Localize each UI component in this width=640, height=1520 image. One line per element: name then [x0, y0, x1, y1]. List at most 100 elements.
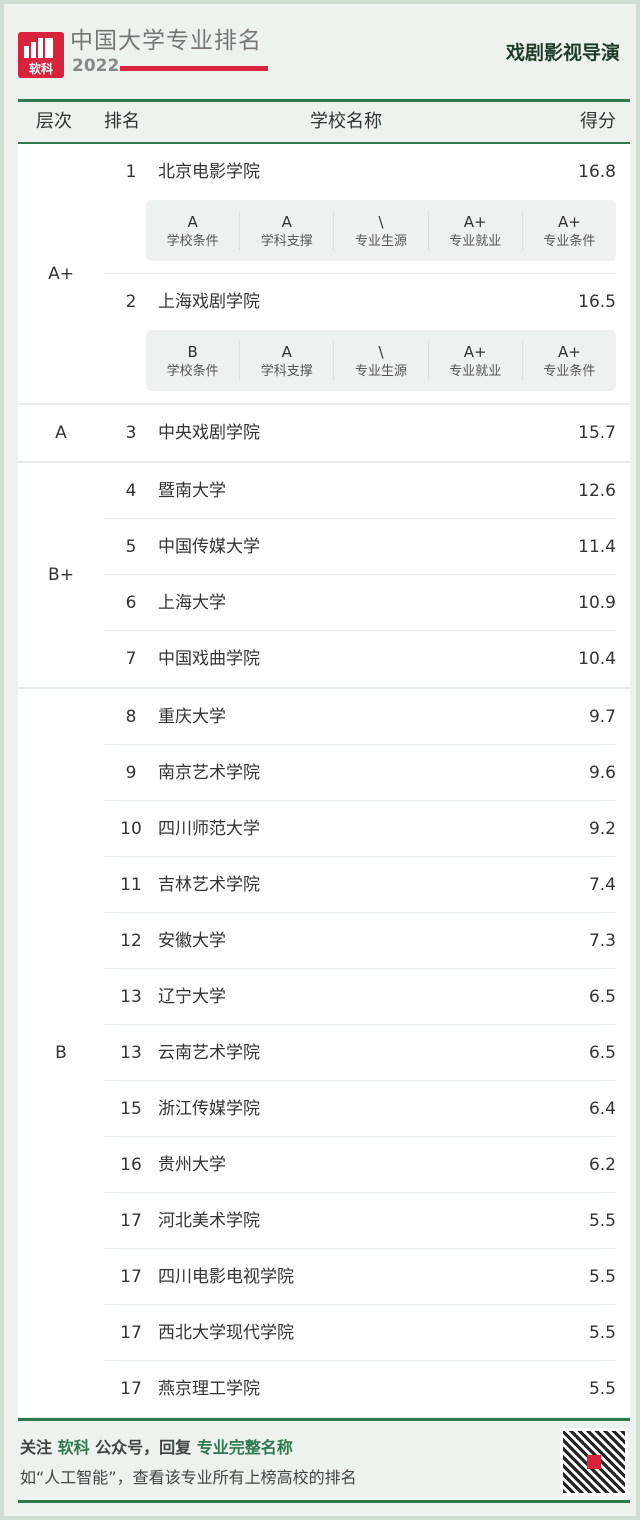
indicator: \ 专业生源: [333, 341, 427, 380]
score: 6.2: [588, 1154, 616, 1175]
school-name: 燕京理工学院: [158, 1379, 260, 1399]
logo-text: 软科: [28, 62, 53, 76]
divider: [18, 142, 630, 144]
indicator-grade: A: [187, 213, 198, 231]
table-row[interactable]: 7 中国戏曲学院 10.4: [104, 631, 616, 687]
table-row[interactable]: 13 辽宁大学 6.5: [104, 969, 616, 1025]
table-row[interactable]: 17 燕京理工学院 5.5: [104, 1361, 616, 1417]
indicator: A+ 专业就业: [427, 341, 522, 380]
red-underline: [120, 66, 268, 71]
school-name: 上海戏剧学院: [158, 292, 260, 312]
rank: 6: [125, 592, 137, 613]
school-name: 中国传媒大学: [158, 536, 260, 557]
table-row[interactable]: 17 河北美术学院 5.5: [104, 1193, 616, 1249]
indicator-grade: \: [378, 213, 384, 231]
col-score: 得分: [580, 111, 616, 132]
school-name: 中国戏曲学院: [158, 649, 260, 669]
score: 16.5: [578, 292, 616, 312]
shanghairanking-logo: 软科: [18, 32, 64, 78]
table-row[interactable]: 16 贵州大学 6.2: [104, 1137, 616, 1193]
divider: [18, 1418, 630, 1421]
indicator: A+ 专业条件: [521, 341, 616, 380]
score: 7.4: [588, 874, 616, 895]
table-row[interactable]: 8 重庆大学 9.7: [104, 689, 616, 745]
rank: 16: [120, 1154, 142, 1175]
indicator-grade: A+: [463, 343, 487, 361]
school-name: 中央戏剧学院: [158, 423, 260, 443]
table-row[interactable]: 2 上海戏剧学院 16.5: [104, 274, 616, 330]
indicator-grade: A+: [557, 213, 581, 231]
table-row[interactable]: 17 西北大学现代学院 5.5: [104, 1305, 616, 1361]
indicator-grade: \: [378, 343, 384, 361]
indicator-grade: B: [187, 343, 198, 361]
school-name: 西北大学现代学院: [158, 1322, 294, 1343]
school-name: 暨南大学: [158, 480, 226, 501]
indicator: \ 专业生源: [333, 211, 427, 250]
rank: 9: [125, 762, 137, 783]
indicator-label: 专业生源: [355, 364, 408, 379]
tier-group: B 8 重庆大学 9.7 9 南京艺术学院 9.6 10 四川师范大学 9.2 11 吉林艺术学院 7.…: [18, 689, 630, 1419]
divider: [18, 99, 630, 102]
school-name: 四川电影电视学院: [158, 1266, 294, 1287]
footer-text: 公众号，回复: [89, 1438, 197, 1457]
indicator: A 学科支撑: [239, 211, 333, 250]
indicator-label: 专业就业: [449, 364, 502, 379]
rank: 7: [125, 649, 137, 669]
tier-group: A+ 1 北京电影学院 16.8 A 学校条件 A 学科支撑 \ 专业生源 A+ 专业就业 A+ 专业条件…: [18, 144, 630, 405]
tier-group: A 3 中央戏剧学院 15.7: [18, 405, 630, 463]
table-row[interactable]: 17 四川电影电视学院 5.5: [104, 1249, 616, 1305]
table-row[interactable]: 9 南京艺术学院 9.6: [104, 745, 616, 801]
divider: [18, 1500, 630, 1503]
year: 2022: [72, 56, 120, 76]
indicator: A+ 专业条件: [521, 211, 616, 250]
table-row[interactable]: 4 暨南大学 12.6: [104, 463, 616, 519]
score: 7.3: [588, 930, 616, 951]
footer-line-1: 关注 软科 公众号，回复 专业完整名称: [20, 1438, 293, 1458]
school-name: 吉林艺术学院: [158, 874, 260, 895]
table-row[interactable]: 11 吉林艺术学院 7.4: [104, 857, 616, 913]
rank: 13: [120, 986, 142, 1007]
ranking-table: A+ 1 北京电影学院 16.8 A 学校条件 A 学科支撑 \ 专业生源 A+ 专业就业 A+ 专业条件…: [18, 144, 630, 1419]
indicator-grade: A+: [557, 343, 581, 361]
indicator-grade: A+: [463, 213, 487, 231]
score: 12.6: [578, 480, 616, 501]
indicator-label: 学校条件: [166, 234, 219, 249]
score: 10.9: [578, 592, 616, 613]
table-row[interactable]: 13 云南艺术学院 6.5: [104, 1025, 616, 1081]
rank: 5: [125, 536, 137, 557]
score: 6.4: [588, 1098, 616, 1119]
score: 11.4: [578, 536, 616, 557]
footer-highlight: 软科: [57, 1438, 90, 1457]
school-name: 南京艺术学院: [158, 762, 260, 783]
rank: 8: [125, 706, 137, 727]
table-row[interactable]: 6 上海大学 10.9: [104, 575, 616, 631]
table-row[interactable]: 1 北京电影学院 16.8: [104, 144, 616, 200]
school-name: 上海大学: [158, 592, 226, 613]
major-title: 戏剧影视导演: [505, 42, 620, 64]
table-row[interactable]: 15 浙江传媒学院 6.4: [104, 1081, 616, 1137]
table-row[interactable]: 5 中国传媒大学 11.4: [104, 519, 616, 575]
rank: 17: [120, 1322, 142, 1343]
rank: 15: [120, 1098, 142, 1119]
school-name: 浙江传媒学院: [158, 1098, 260, 1119]
indicator-grade: A: [281, 213, 292, 231]
tier-label: A: [55, 423, 67, 443]
rank: 17: [120, 1266, 142, 1287]
brand-title: 中国大学专业排名: [70, 28, 262, 54]
table-row[interactable]: 3 中央戏剧学院 15.7: [104, 405, 616, 461]
footer-text: 关注: [20, 1438, 58, 1457]
school-name: 贵州大学: [158, 1154, 226, 1175]
score: 10.4: [578, 649, 616, 669]
table-row[interactable]: 12 安徽大学 7.3: [104, 913, 616, 969]
score: 9.7: [588, 706, 616, 727]
tier-group: B+ 4 暨南大学 12.6 5 中国传媒大学 11.4 6 上海大学 10.9 7 中国戏曲学院 10…: [18, 463, 630, 689]
col-tier: 层次: [36, 111, 72, 132]
indicator-label: 学科支撑: [260, 364, 313, 379]
school-name: 河北美术学院: [158, 1210, 260, 1231]
indicator: A 学校条件: [146, 211, 239, 250]
table-row[interactable]: 10 四川师范大学 9.2: [104, 801, 616, 857]
ranking-entry: 1 北京电影学院 16.8 A 学校条件 A 学科支撑 \ 专业生源 A+ 专业就业 A+ 专业条件: [104, 144, 616, 274]
rank: 11: [120, 874, 142, 895]
rank: 2: [125, 292, 137, 312]
school-name: 北京电影学院: [158, 162, 260, 182]
